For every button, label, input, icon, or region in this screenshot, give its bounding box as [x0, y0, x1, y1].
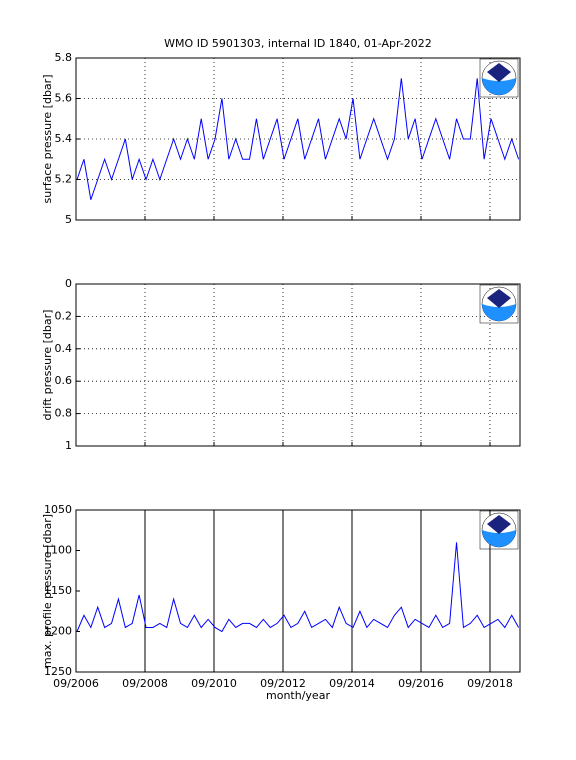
noaa-logo-wave [482, 304, 516, 321]
y-tick-label: 0.8 [55, 407, 73, 420]
noaa-logo-frame [479, 58, 519, 98]
plot-area [76, 58, 520, 220]
x-tick-label: 09/2014 [329, 677, 375, 690]
noaa-logo-frame [479, 510, 519, 550]
y-tick-label: 0 [65, 277, 72, 290]
y-tick-label: 5.6 [55, 92, 73, 105]
x-axis-label: month/year [266, 689, 330, 702]
noaa-logo-bird [487, 63, 511, 82]
data-line [76, 78, 520, 200]
plot-area [76, 284, 520, 446]
y-tick-label: 1150 [44, 584, 72, 597]
axes-box [75, 283, 521, 447]
noaa-logo-wave [482, 78, 516, 95]
x-tick-label: 09/2012 [260, 677, 306, 690]
y-tick-label: 1250 [44, 665, 72, 678]
noaa-logo-bird [487, 515, 511, 534]
y-tick-label: 1200 [44, 625, 72, 638]
noaa-logo-wave [482, 530, 516, 547]
y-tick-label: 5 [65, 213, 72, 226]
y-axis-label: surface pressure [dbar] [41, 75, 54, 204]
data-line [76, 542, 520, 633]
y-tick-label: 0.2 [55, 309, 73, 322]
chart-title: WMO ID 5901303, internal ID 1840, 01-Apr… [164, 37, 432, 50]
y-tick-label: 5.8 [55, 51, 73, 64]
y-axis-label: drift pressure [dbar] [41, 310, 54, 421]
noaa-logo-frame [479, 284, 519, 324]
x-tick-label: 09/2008 [122, 677, 168, 690]
y-tick-label: 0.6 [55, 374, 73, 387]
noaa-logo-bird [487, 289, 511, 308]
plot-area [76, 510, 520, 672]
x-tick-label: 09/2016 [398, 677, 444, 690]
x-tick-label: 09/2006 [53, 677, 99, 690]
y-tick-label: 1050 [44, 503, 72, 516]
y-axis-label: max. profile pressure [dbar] [41, 514, 54, 668]
y-tick-label: 0.4 [55, 342, 73, 355]
y-tick-label: 1 [65, 439, 72, 452]
axes-box [75, 509, 521, 673]
axes-box [75, 57, 521, 221]
y-tick-label: 1100 [44, 544, 72, 557]
x-tick-label: 09/2010 [191, 677, 237, 690]
y-tick-label: 5.4 [55, 132, 73, 145]
x-tick-label: 09/2018 [467, 677, 513, 690]
y-tick-label: 5.2 [55, 173, 73, 186]
